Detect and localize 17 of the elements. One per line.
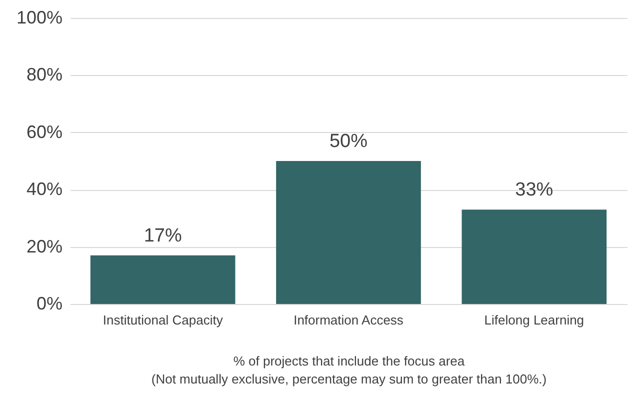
y-tick-label: 100%	[16, 8, 62, 28]
data-label: 50%	[329, 131, 368, 152]
x-tick-label: Information Access	[294, 312, 404, 328]
y-tick-label: 0%	[36, 294, 62, 314]
y-tick-label: 80%	[26, 64, 62, 85]
y-tick-label: 40%	[26, 179, 62, 200]
data-label: 17%	[144, 225, 182, 246]
x-axis-title: % of projects that include the focus area	[233, 354, 466, 368]
bar	[462, 210, 607, 304]
y-tick-label: 20%	[26, 236, 62, 256]
bar	[90, 255, 236, 304]
x-tick-label: Lifelong Learning	[484, 312, 584, 328]
data-label: 33%	[515, 180, 554, 201]
text: (Not mutually exclusive, percentage may sum to greater than 100%.)	[151, 372, 547, 386]
y-tick-label: 60%	[26, 122, 62, 142]
bar	[276, 161, 421, 304]
x-tick-label: Institutional Capacity	[102, 312, 224, 328]
